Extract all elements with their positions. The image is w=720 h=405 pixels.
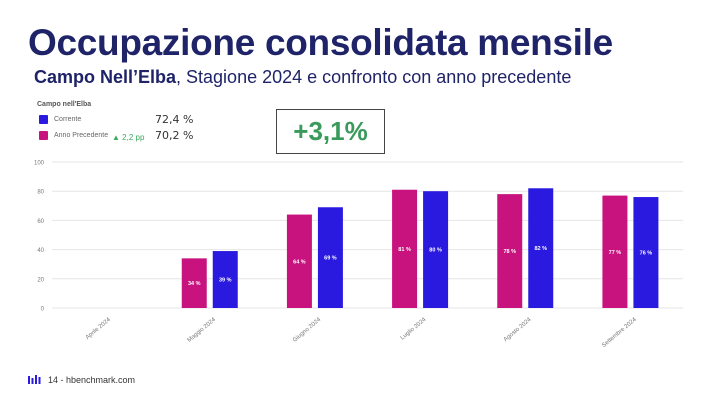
bar	[602, 195, 628, 308]
bar-data-label: 81 %	[398, 247, 411, 253]
bar	[286, 214, 312, 308]
legend-value-previous: 70,2 %	[155, 129, 194, 142]
y-tick-label: 60	[37, 219, 44, 225]
delta-value: 2,2 pp	[122, 133, 145, 142]
legend-swatch-previous	[39, 131, 48, 140]
bar-data-label: 76 %	[640, 251, 653, 257]
legend-swatch-current	[39, 115, 48, 124]
footer-text: 14 - hbenchmark.com	[48, 375, 136, 385]
bar-data-label: 69 %	[324, 256, 337, 262]
page-title: Occupazione consolidata mensile	[28, 22, 613, 63]
subtitle-description: , Stagione 2024 e confronto con anno pre…	[176, 67, 572, 87]
hbenchmark-logo-icon	[28, 375, 41, 384]
page-subtitle: Campo Nell’Elba, Stagione 2024 e confron…	[34, 67, 571, 88]
bar-data-label: 34 %	[188, 281, 201, 287]
bar	[212, 251, 238, 308]
bar	[181, 258, 207, 308]
delta-indicator: ▲ 2,2 pp	[112, 133, 144, 142]
bar	[528, 188, 554, 308]
legend-title: Campo nell'Elba	[37, 101, 92, 108]
x-tick-label: Maggio 2024	[187, 317, 218, 344]
bar	[497, 194, 523, 308]
x-tick-label: Luglio 2024	[400, 317, 428, 342]
footer: 14 - hbenchmark.com	[28, 375, 135, 385]
bar-data-label: 39 %	[219, 278, 232, 284]
bar-data-label: 78 %	[503, 249, 516, 255]
subtitle-location: Campo Nell’Elba	[34, 67, 177, 87]
y-tick-label: 100	[34, 161, 45, 167]
bar-data-label: 82 %	[534, 246, 547, 252]
legend-item-current: Corrente	[39, 115, 81, 124]
y-tick-label: 40	[37, 248, 44, 254]
x-tick-label: Aprile 2024	[85, 317, 113, 342]
bar	[633, 197, 659, 308]
legend-label-previous: Anno Precedente	[54, 132, 109, 139]
y-tick-label: 0	[41, 307, 45, 313]
x-tick-label: Agosto 2024	[503, 317, 533, 344]
legend-item-previous: Anno Precedente	[39, 131, 108, 140]
x-tick-label: Giugno 2024	[292, 317, 323, 344]
bar	[392, 189, 418, 308]
bar	[423, 191, 449, 308]
x-tick-label: Settembre 2024	[601, 317, 638, 349]
highlight-delta-box: +3,1%	[276, 109, 385, 154]
legend-value-current: 72,4 %	[155, 113, 194, 126]
bar-data-label: 80 %	[429, 248, 442, 254]
y-tick-label: 80	[37, 190, 44, 196]
bar-data-label: 64 %	[293, 259, 306, 265]
delta-up-icon: ▲	[112, 133, 120, 142]
legend-label-current: Corrente	[54, 116, 82, 123]
bar	[317, 207, 343, 308]
y-tick-label: 20	[37, 277, 44, 283]
bar-data-label: 77 %	[609, 250, 622, 256]
